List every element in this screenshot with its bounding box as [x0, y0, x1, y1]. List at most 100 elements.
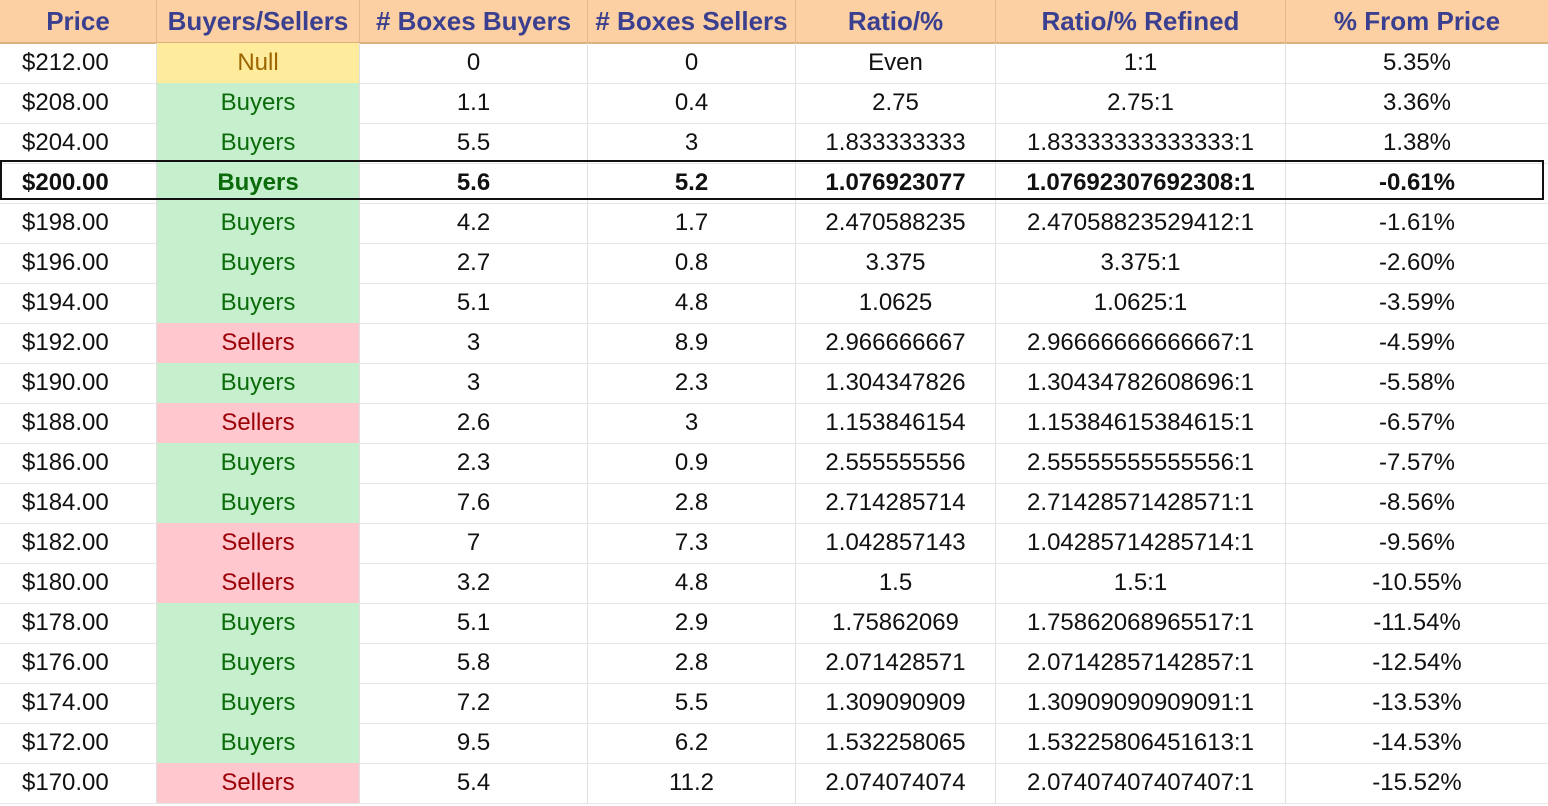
boxes-buyers-cell[interactable]: 7.6 [360, 483, 588, 523]
pct-from-price-cell[interactable]: -2.60% [1378, 249, 1456, 276]
boxes-sellers-cell[interactable]: 2.3 [588, 363, 796, 403]
pct-from-price-cell[interactable]: -15.52% [1372, 769, 1462, 796]
header-boxes-sellers[interactable]: # Boxes Sellers [588, 0, 796, 42]
buyers-sellers-cell[interactable]: Null [157, 43, 360, 83]
price-cell[interactable]: $192.00 [0, 323, 157, 363]
boxes-buyers-cell[interactable]: 1.1 [360, 83, 588, 123]
ratio-refined-cell[interactable]: 2.96666666666667:1 [996, 323, 1286, 363]
pct-from-price-cell[interactable]: -8.56% [1378, 489, 1456, 516]
price-cell[interactable]: $186.00 [0, 443, 157, 483]
ratio-cell[interactable]: 2.75 [796, 83, 996, 123]
ratio-cell[interactable]: 2.074074074 [796, 763, 996, 803]
price-cell[interactable]: $190.00 [0, 363, 157, 403]
price-cell[interactable]: $204.00 [0, 123, 157, 163]
pct-from-price-cell[interactable]: -4.59% [1378, 329, 1456, 356]
price-cell[interactable]: $184.00 [0, 483, 157, 523]
pct-from-price-cell[interactable]: 3.36% [1382, 89, 1452, 116]
buyers-sellers-cell[interactable]: Buyers [157, 203, 360, 243]
ratio-refined-cell[interactable]: 1.30434782608696:1 [996, 363, 1286, 403]
boxes-sellers-cell[interactable]: 11.2 [588, 763, 796, 803]
price-cell[interactable]: $188.00 [0, 403, 157, 443]
ratio-refined-cell[interactable]: 3.375:1 [996, 243, 1286, 283]
boxes-buyers-cell[interactable]: 7.2 [360, 683, 588, 723]
buyers-sellers-cell[interactable]: Sellers [157, 403, 360, 443]
price-cell[interactable]: $182.00 [0, 523, 157, 563]
header-buyers-sellers[interactable]: Buyers/Sellers [157, 0, 360, 42]
ratio-refined-cell[interactable]: 1.07692307692308:1 [996, 163, 1286, 203]
ratio-cell[interactable]: 1.076923077 [796, 163, 996, 203]
ratio-cell[interactable]: Even [796, 43, 996, 83]
pct-from-price-cell[interactable]: 1.38% [1382, 129, 1452, 156]
pct-from-price-cell[interactable]: -6.57% [1378, 409, 1456, 436]
ratio-cell[interactable]: 1.75862069 [796, 603, 996, 643]
ratio-cell[interactable]: 2.470588235 [796, 203, 996, 243]
buyers-sellers-cell[interactable]: Buyers [157, 283, 360, 323]
boxes-sellers-cell[interactable]: 5.5 [588, 683, 796, 723]
price-cell[interactable]: $180.00 [0, 563, 157, 603]
pct-from-price-cell[interactable]: -7.57% [1378, 449, 1456, 476]
ratio-cell[interactable]: 1.304347826 [796, 363, 996, 403]
ratio-refined-cell[interactable]: 1.83333333333333:1 [996, 123, 1286, 163]
boxes-sellers-cell[interactable]: 6.2 [588, 723, 796, 763]
boxes-buyers-cell[interactable]: 7 [360, 523, 588, 563]
price-cell[interactable]: $176.00 [0, 643, 157, 683]
price-cell[interactable]: $200.00 [0, 163, 157, 203]
ratio-cell[interactable]: 2.071428571 [796, 643, 996, 683]
ratio-refined-cell[interactable]: 1.30909090909091:1 [996, 683, 1286, 723]
boxes-buyers-cell[interactable]: 5.6 [360, 163, 588, 203]
pct-from-price-cell[interactable]: 5.35% [1382, 49, 1452, 76]
buyers-sellers-cell[interactable]: Buyers [157, 723, 360, 763]
boxes-buyers-cell[interactable]: 4.2 [360, 203, 588, 243]
buyers-sellers-cell[interactable]: Sellers [157, 763, 360, 803]
ratio-refined-cell[interactable]: 1:1 [996, 43, 1286, 83]
buyers-sellers-cell[interactable]: Buyers [157, 363, 360, 403]
boxes-buyers-cell[interactable]: 0 [360, 43, 588, 83]
ratio-refined-cell[interactable]: 1.04285714285714:1 [996, 523, 1286, 563]
buyers-sellers-cell[interactable]: Sellers [157, 563, 360, 603]
ratio-cell[interactable]: 1.042857143 [796, 523, 996, 563]
price-cell[interactable]: $198.00 [0, 203, 157, 243]
boxes-sellers-cell[interactable]: 1.7 [588, 203, 796, 243]
ratio-refined-cell[interactable]: 1.15384615384615:1 [996, 403, 1286, 443]
price-cell[interactable]: $178.00 [0, 603, 157, 643]
boxes-sellers-cell[interactable]: 5.2 [588, 163, 796, 203]
ratio-refined-cell[interactable]: 2.71428571428571:1 [996, 483, 1286, 523]
buyers-sellers-cell[interactable]: Buyers [157, 683, 360, 723]
ratio-cell[interactable]: 1.5 [796, 563, 996, 603]
price-cell[interactable]: $208.00 [0, 83, 157, 123]
price-cell[interactable]: $174.00 [0, 683, 157, 723]
ratio-refined-cell[interactable]: 1.75862068965517:1 [996, 603, 1286, 643]
price-cell[interactable]: $170.00 [0, 763, 157, 803]
ratio-refined-cell[interactable]: 1.53225806451613:1 [996, 723, 1286, 763]
boxes-buyers-cell[interactable]: 2.7 [360, 243, 588, 283]
boxes-sellers-cell[interactable]: 3 [588, 123, 796, 163]
ratio-refined-cell[interactable]: 2.07407407407407:1 [996, 763, 1286, 803]
ratio-cell[interactable]: 2.714285714 [796, 483, 996, 523]
buyers-sellers-cell[interactable]: Sellers [157, 323, 360, 363]
ratio-cell[interactable]: 3.375 [796, 243, 996, 283]
pct-from-price-cell[interactable]: -1.61% [1378, 209, 1456, 236]
boxes-buyers-cell[interactable]: 3 [360, 323, 588, 363]
price-cell[interactable]: $194.00 [0, 283, 157, 323]
header-price[interactable]: Price [0, 0, 157, 42]
boxes-buyers-cell[interactable]: 2.3 [360, 443, 588, 483]
boxes-sellers-cell[interactable]: 0.8 [588, 243, 796, 283]
ratio-cell[interactable]: 1.0625 [796, 283, 996, 323]
pct-from-price-cell[interactable]: -0.61% [1378, 169, 1456, 196]
ratio-refined-cell[interactable]: 2.47058823529412:1 [996, 203, 1286, 243]
buyers-sellers-cell[interactable]: Buyers [157, 443, 360, 483]
pct-from-price-cell[interactable]: -10.55% [1372, 569, 1462, 596]
boxes-buyers-cell[interactable]: 2.6 [360, 403, 588, 443]
ratio-cell[interactable]: 1.833333333 [796, 123, 996, 163]
pct-from-price-cell[interactable]: -11.54% [1373, 609, 1461, 636]
boxes-sellers-cell[interactable]: 2.9 [588, 603, 796, 643]
price-cell[interactable]: $212.00 [0, 43, 157, 83]
ratio-cell[interactable]: 2.966666667 [796, 323, 996, 363]
boxes-sellers-cell[interactable]: 0 [588, 43, 796, 83]
pct-from-price-cell[interactable]: -9.56% [1378, 529, 1456, 556]
boxes-sellers-cell[interactable]: 2.8 [588, 483, 796, 523]
header-ratio-refined[interactable]: Ratio/% Refined [996, 0, 1286, 42]
ratio-refined-cell[interactable]: 1.5:1 [996, 563, 1286, 603]
header-boxes-buyers[interactable]: # Boxes Buyers [360, 0, 588, 42]
buyers-sellers-cell[interactable]: Sellers [157, 523, 360, 563]
